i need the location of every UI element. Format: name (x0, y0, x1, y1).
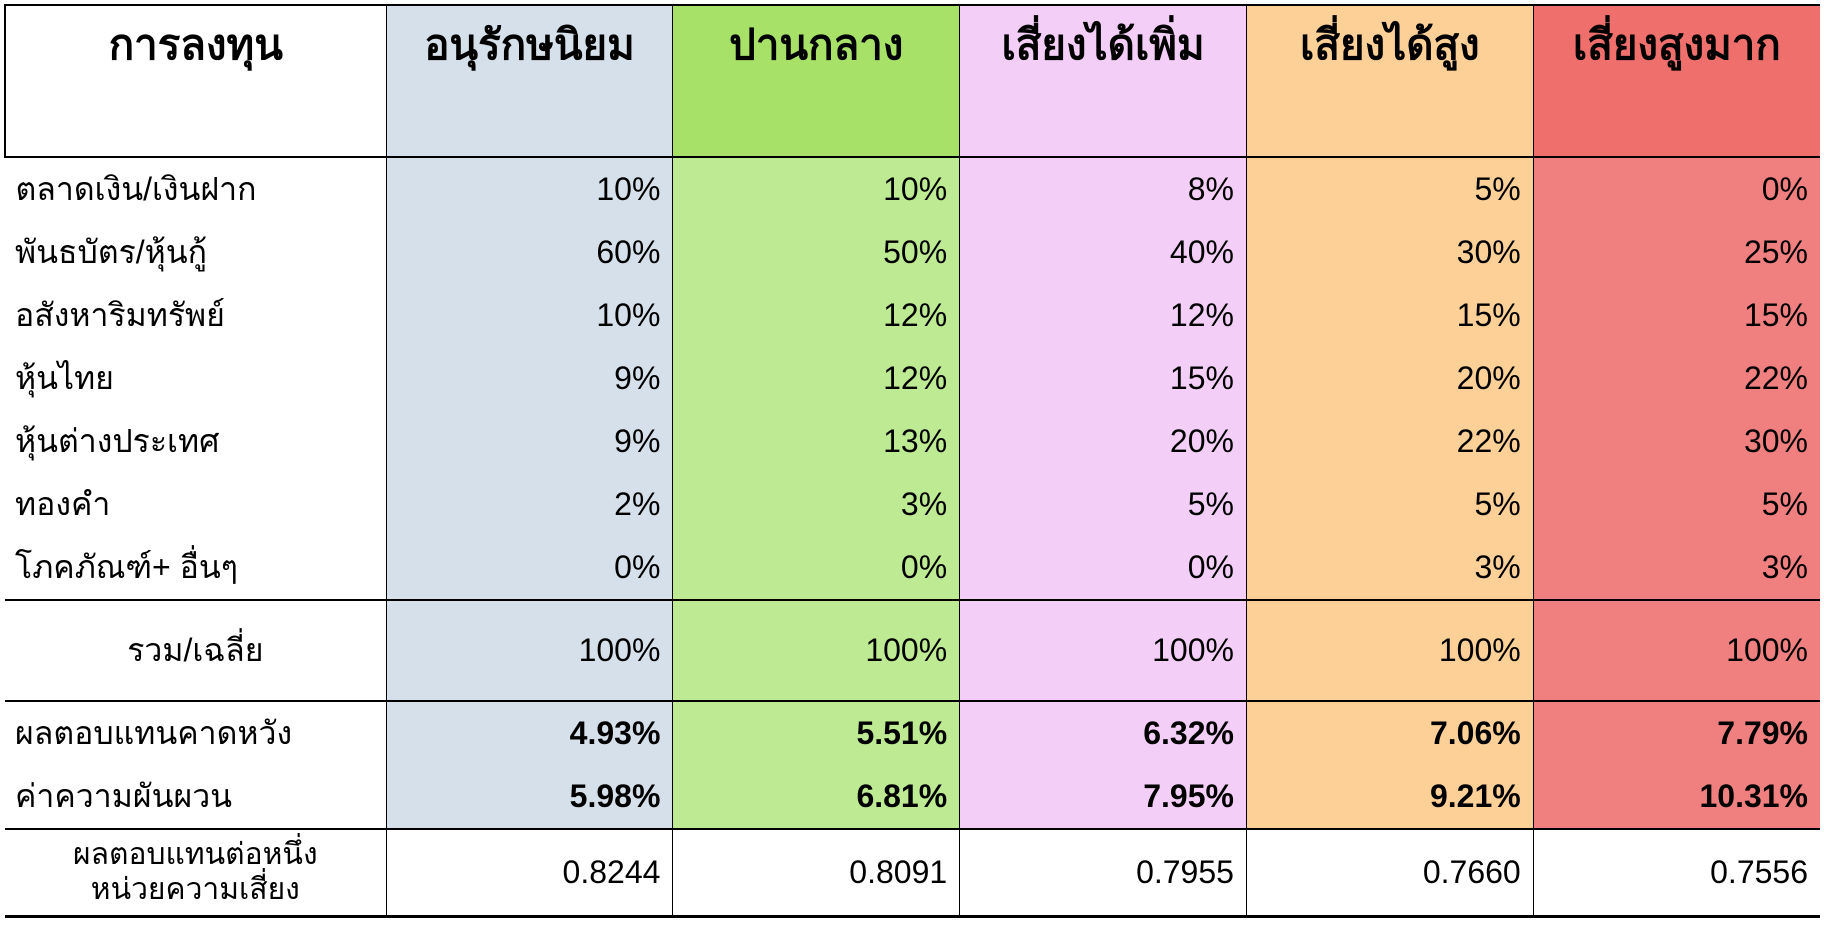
alloc-value: 0% (387, 543, 673, 592)
alloc-value: 10% (387, 291, 673, 340)
col-header-4: เสี่ยงได้สูง (1247, 6, 1533, 156)
metric-value: 7.06% (1247, 709, 1533, 758)
row-label: โภคภัณฑ์+ อื่นๆ (5, 536, 386, 599)
ratio-value: 0.8244 (387, 848, 673, 897)
alloc-value: 3% (673, 480, 959, 529)
alloc-value: 10% (673, 165, 959, 214)
row-label: หุ้นต่างประเทศ (5, 410, 386, 473)
alloc-value: 0% (960, 543, 1246, 592)
alloc-value: 22% (1534, 354, 1820, 403)
alloc-value: 50% (673, 228, 959, 277)
metric-value: 6.32% (960, 709, 1246, 758)
total-label: รวม/เฉลี่ย (5, 601, 386, 700)
investment-allocation-table: การลงทุนอนุรักษนิยมปานกลางเสี่ยงได้เพิ่ม… (4, 4, 1820, 918)
col-header-5: เสี่ยงสูงมาก (1534, 6, 1820, 156)
ratio-label: ผลตอบแทนต่อหนึ่งหน่วยความเสี่ยง (5, 830, 386, 915)
alloc-value: 30% (1247, 228, 1533, 277)
alloc-value: 0% (673, 543, 959, 592)
metric-value: 9.21% (1247, 772, 1533, 821)
col-header-3: เสี่ยงได้เพิ่ม (960, 6, 1246, 156)
metric-value: 5.51% (673, 709, 959, 758)
alloc-value: 20% (1247, 354, 1533, 403)
alloc-value: 15% (1534, 291, 1820, 340)
alloc-value: 8% (960, 165, 1246, 214)
row-label: อสังหาริมทรัพย์ (5, 284, 386, 347)
total-value: 100% (960, 608, 1246, 693)
alloc-value: 3% (1534, 543, 1820, 592)
ratio-value: 0.7955 (960, 848, 1246, 897)
metric-value: 4.93% (387, 709, 673, 758)
metric-value: 7.95% (960, 772, 1246, 821)
row-label: พันธบัตร/หุ้นกู้ (5, 221, 386, 284)
metric-label: ค่าความผันผวน (5, 765, 386, 828)
ratio-value: 0.7556 (1534, 848, 1820, 897)
alloc-value: 3% (1247, 543, 1533, 592)
alloc-value: 15% (960, 354, 1246, 403)
total-value: 100% (673, 608, 959, 693)
metric-value: 6.81% (673, 772, 959, 821)
alloc-value: 12% (673, 354, 959, 403)
alloc-value: 12% (960, 291, 1246, 340)
col-header-0: การลงทุน (6, 6, 386, 156)
metric-label: ผลตอบแทนคาดหวัง (5, 702, 386, 765)
alloc-value: 15% (1247, 291, 1533, 340)
alloc-value: 40% (960, 228, 1246, 277)
row-label: ตลาดเงิน/เงินฝาก (6, 158, 386, 221)
row-label: ทองคำ (5, 473, 386, 536)
alloc-value: 30% (1534, 417, 1820, 466)
alloc-value: 25% (1534, 228, 1820, 277)
row-label: หุ้นไทย (5, 347, 386, 410)
total-value: 100% (1247, 608, 1533, 693)
metric-value: 10.31% (1534, 772, 1820, 821)
alloc-value: 5% (1247, 165, 1533, 214)
alloc-value: 12% (673, 291, 959, 340)
metric-value: 5.98% (387, 772, 673, 821)
alloc-value: 9% (387, 354, 673, 403)
total-value: 100% (387, 608, 673, 693)
total-value: 100% (1534, 608, 1820, 693)
alloc-value: 2% (387, 480, 673, 529)
alloc-value: 10% (387, 165, 673, 214)
alloc-value: 5% (960, 480, 1246, 529)
ratio-value: 0.8091 (673, 848, 959, 897)
col-header-1: อนุรักษนิยม (387, 6, 673, 156)
alloc-value: 13% (673, 417, 959, 466)
alloc-value: 5% (1247, 480, 1533, 529)
alloc-value: 60% (387, 228, 673, 277)
metric-value: 7.79% (1534, 709, 1820, 758)
alloc-value: 20% (960, 417, 1246, 466)
alloc-value: 0% (1534, 165, 1820, 214)
col-header-2: ปานกลาง (673, 6, 959, 156)
alloc-value: 5% (1534, 480, 1820, 529)
alloc-value: 22% (1247, 417, 1533, 466)
ratio-value: 0.7660 (1247, 848, 1533, 897)
alloc-value: 9% (387, 417, 673, 466)
